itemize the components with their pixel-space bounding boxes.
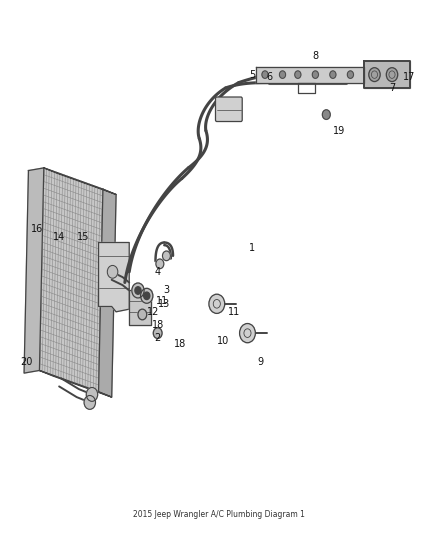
Text: 12: 12 bbox=[147, 307, 159, 317]
Circle shape bbox=[141, 288, 153, 303]
Circle shape bbox=[330, 71, 336, 78]
Text: 18: 18 bbox=[152, 320, 164, 330]
Circle shape bbox=[262, 71, 268, 78]
Circle shape bbox=[369, 68, 380, 82]
Polygon shape bbox=[39, 370, 112, 397]
Text: 16: 16 bbox=[31, 224, 43, 234]
Polygon shape bbox=[99, 189, 116, 397]
Circle shape bbox=[156, 259, 164, 269]
Text: 2015 Jeep Wrangler A/C Plumbing Diagram 1: 2015 Jeep Wrangler A/C Plumbing Diagram … bbox=[133, 510, 305, 519]
Circle shape bbox=[322, 110, 330, 119]
Text: 8: 8 bbox=[312, 51, 318, 61]
Circle shape bbox=[279, 71, 286, 78]
Text: 10: 10 bbox=[217, 336, 230, 346]
Circle shape bbox=[132, 283, 144, 298]
Circle shape bbox=[86, 387, 98, 401]
Circle shape bbox=[144, 292, 150, 300]
Circle shape bbox=[162, 251, 170, 261]
Text: 19: 19 bbox=[333, 126, 346, 135]
Polygon shape bbox=[99, 243, 129, 312]
Circle shape bbox=[138, 309, 147, 320]
Text: 11: 11 bbox=[156, 296, 168, 306]
Polygon shape bbox=[256, 67, 364, 83]
Text: 18: 18 bbox=[173, 339, 186, 349]
Polygon shape bbox=[129, 290, 151, 325]
Text: 7: 7 bbox=[389, 83, 395, 93]
Circle shape bbox=[209, 294, 225, 313]
Text: 15: 15 bbox=[77, 232, 89, 242]
Text: 4: 4 bbox=[155, 267, 161, 277]
Text: 6: 6 bbox=[266, 72, 272, 82]
Text: 17: 17 bbox=[403, 72, 416, 82]
Circle shape bbox=[295, 71, 301, 78]
Circle shape bbox=[135, 287, 141, 294]
Circle shape bbox=[153, 328, 162, 338]
Text: 11: 11 bbox=[228, 307, 240, 317]
Polygon shape bbox=[24, 168, 44, 373]
Text: 2: 2 bbox=[155, 334, 161, 343]
Circle shape bbox=[240, 324, 255, 343]
Polygon shape bbox=[44, 168, 116, 195]
Text: 14: 14 bbox=[53, 232, 65, 242]
Text: 20: 20 bbox=[20, 358, 32, 367]
Circle shape bbox=[107, 265, 118, 278]
Polygon shape bbox=[39, 168, 103, 392]
Text: 13: 13 bbox=[158, 299, 170, 309]
Text: 3: 3 bbox=[163, 286, 170, 295]
Text: 9: 9 bbox=[258, 358, 264, 367]
Text: 5: 5 bbox=[249, 70, 255, 79]
Text: 1: 1 bbox=[249, 243, 255, 253]
Circle shape bbox=[347, 71, 353, 78]
Circle shape bbox=[386, 68, 398, 82]
Circle shape bbox=[312, 71, 318, 78]
Polygon shape bbox=[364, 61, 410, 88]
FancyBboxPatch shape bbox=[215, 97, 242, 122]
Circle shape bbox=[84, 395, 95, 409]
